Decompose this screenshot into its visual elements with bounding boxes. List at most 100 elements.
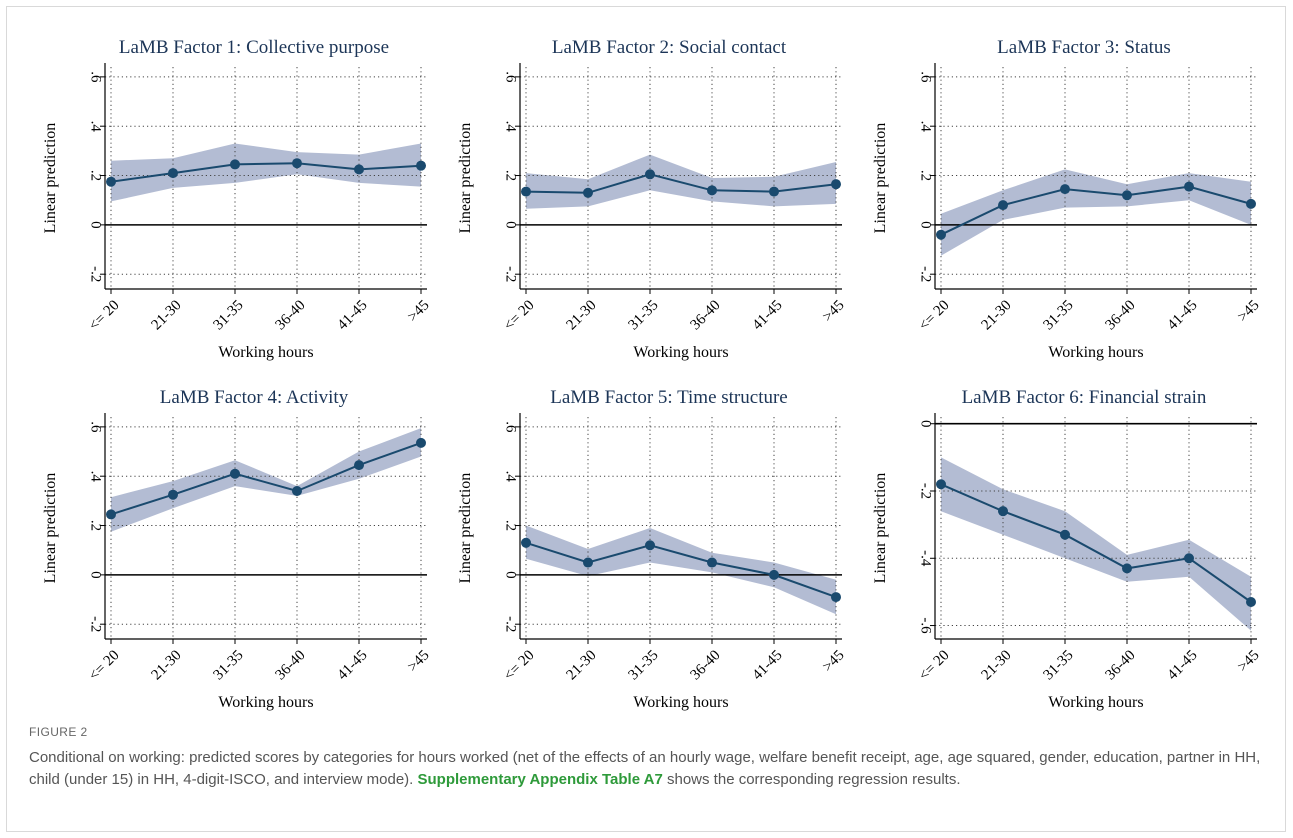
x-tick-label: 21-30	[149, 647, 185, 683]
chart-title: LaMB Factor 5: Time structure	[550, 387, 787, 408]
chart-svg: LaMB Factor 5: Time structure -.2 0 .2 .4 .6 <…	[457, 387, 848, 711]
y-tick-label: .4	[88, 471, 104, 483]
data-point	[1060, 529, 1070, 540]
y-axis-title: Linear prediction	[457, 473, 474, 584]
x-tick-label: 21-30	[979, 297, 1015, 333]
x-tick-label: 36-40	[273, 647, 309, 683]
y-tick-label: -.2	[88, 616, 104, 632]
confidence-band	[941, 169, 1251, 256]
data-point	[707, 557, 717, 568]
data-point	[230, 468, 240, 479]
x-tick-label: >45	[1235, 297, 1263, 325]
chart-title: LaMB Factor 3: Status	[997, 37, 1171, 58]
x-tick-label: 41-45	[1165, 647, 1201, 683]
data-point	[1184, 181, 1194, 192]
x-tick-label: 31-35	[626, 647, 662, 683]
x-tick-label: 41-45	[1165, 297, 1201, 333]
x-tick-label: <= 20	[501, 647, 538, 684]
y-tick-label: .4	[918, 121, 934, 133]
x-axis-title: Working hours	[1048, 344, 1143, 361]
chart-title: LaMB Factor 2: Social contact	[552, 37, 787, 58]
data-point	[292, 486, 302, 496]
y-tick-label: .6	[918, 71, 934, 83]
chart-svg: LaMB Factor 3: Status -.2 0 .2 .4 .6 <= 20 21-3…	[872, 37, 1263, 361]
y-tick-label: .4	[503, 471, 519, 483]
data-point	[1122, 190, 1132, 201]
chart-title: LaMB Factor 4: Activity	[160, 387, 349, 408]
x-tick-label: >45	[405, 297, 433, 325]
y-axis-title: Linear prediction	[872, 123, 889, 234]
x-tick-label: >45	[405, 647, 433, 675]
y-tick-label: -.6	[918, 617, 934, 634]
y-axis-title: Linear prediction	[872, 473, 889, 584]
x-tick-label: >45	[820, 647, 848, 675]
x-tick-label: <= 20	[501, 297, 538, 334]
chart-panel: LaMB Factor 5: Time structure -.2 0 .2 .4 .6 <…	[442, 377, 862, 717]
data-point	[1246, 597, 1256, 607]
x-tick-label: 36-40	[1103, 297, 1139, 333]
x-tick-label: >45	[820, 297, 848, 325]
chart-svg: LaMB Factor 1: Collective purpose -.2 0 .2.…	[42, 37, 433, 361]
caption-text: Conditional on working: predicted scores…	[29, 747, 1269, 791]
y-tick-label: -.2	[88, 266, 104, 282]
x-tick-label: 31-35	[1041, 297, 1077, 333]
x-tick-label: <= 20	[86, 297, 123, 334]
data-point	[354, 460, 364, 471]
x-axis-title: Working hours	[633, 694, 728, 711]
data-point	[769, 569, 779, 580]
confidence-band	[526, 525, 836, 615]
data-point	[106, 176, 116, 187]
x-axis-title: Working hours	[218, 694, 313, 711]
data-point	[230, 159, 240, 170]
y-axis-title: Linear prediction	[42, 123, 59, 234]
data-point	[769, 186, 779, 197]
caption-body: Conditional on working: predicted scores…	[29, 749, 1261, 788]
x-tick-label: >45	[1235, 647, 1263, 675]
x-tick-label: 31-35	[626, 297, 662, 333]
chart-panel: LaMB Factor 3: Status -.2 0 .2 .4 .6 <= 20 21-3…	[857, 27, 1277, 367]
figure-label: FIGURE 2	[29, 725, 88, 739]
figure-panels: LaMB Factor 1: Collective purpose -.2 0 .2.…	[7, 7, 1287, 711]
series-line	[940, 483, 1252, 603]
chart-panel: LaMB Factor 1: Collective purpose -.2 0 .2.…	[27, 27, 447, 367]
y-tick-label: -.4	[918, 550, 934, 567]
y-tick-label: .6	[503, 71, 519, 83]
y-tick-label: .2	[503, 170, 519, 181]
y-tick-label: 0	[503, 221, 519, 229]
x-tick-label: 21-30	[564, 647, 600, 683]
x-tick-label: 41-45	[750, 297, 786, 333]
y-axis-title: Linear prediction	[42, 473, 59, 584]
x-tick-label: 36-40	[688, 297, 724, 333]
x-axis-title: Working hours	[1048, 694, 1143, 711]
data-point	[707, 185, 717, 196]
supplementary-table-link[interactable]: Supplementary Appendix Table A7	[417, 771, 663, 788]
y-tick-label: .4	[503, 121, 519, 133]
chart-svg: LaMB Factor 4: Activity -.2 0 .2 .4 .6 <= 20 21…	[42, 387, 433, 711]
data-point	[583, 187, 593, 198]
x-axis-title: Working hours	[633, 344, 728, 361]
data-point	[168, 168, 178, 179]
confidence-band	[941, 457, 1251, 631]
caption-tail: shows the corresponding regression resul…	[667, 771, 961, 788]
x-tick-label: <= 20	[86, 647, 123, 684]
series-line	[525, 173, 837, 194]
confidence-band	[111, 143, 421, 202]
data-point	[416, 160, 426, 171]
data-point	[1246, 198, 1256, 209]
data-point	[831, 179, 841, 190]
y-tick-label: -.2	[918, 483, 934, 499]
x-tick-label: 36-40	[273, 297, 309, 333]
y-tick-label: .4	[88, 121, 104, 133]
data-point	[354, 164, 364, 175]
data-point	[645, 540, 655, 551]
data-point	[1184, 553, 1194, 564]
y-tick-label: .6	[88, 421, 104, 433]
chart-title: LaMB Factor 6: Financial strain	[962, 387, 1207, 408]
y-tick-label: .6	[88, 71, 104, 83]
chart-svg: LaMB Factor 2: Social contact -.2 0 .2 .4 .6 <…	[457, 37, 848, 361]
series-line	[110, 162, 422, 183]
y-tick-label: .2	[88, 520, 104, 531]
y-tick-label: -.2	[918, 266, 934, 282]
data-point	[521, 537, 531, 548]
data-point	[645, 169, 655, 180]
